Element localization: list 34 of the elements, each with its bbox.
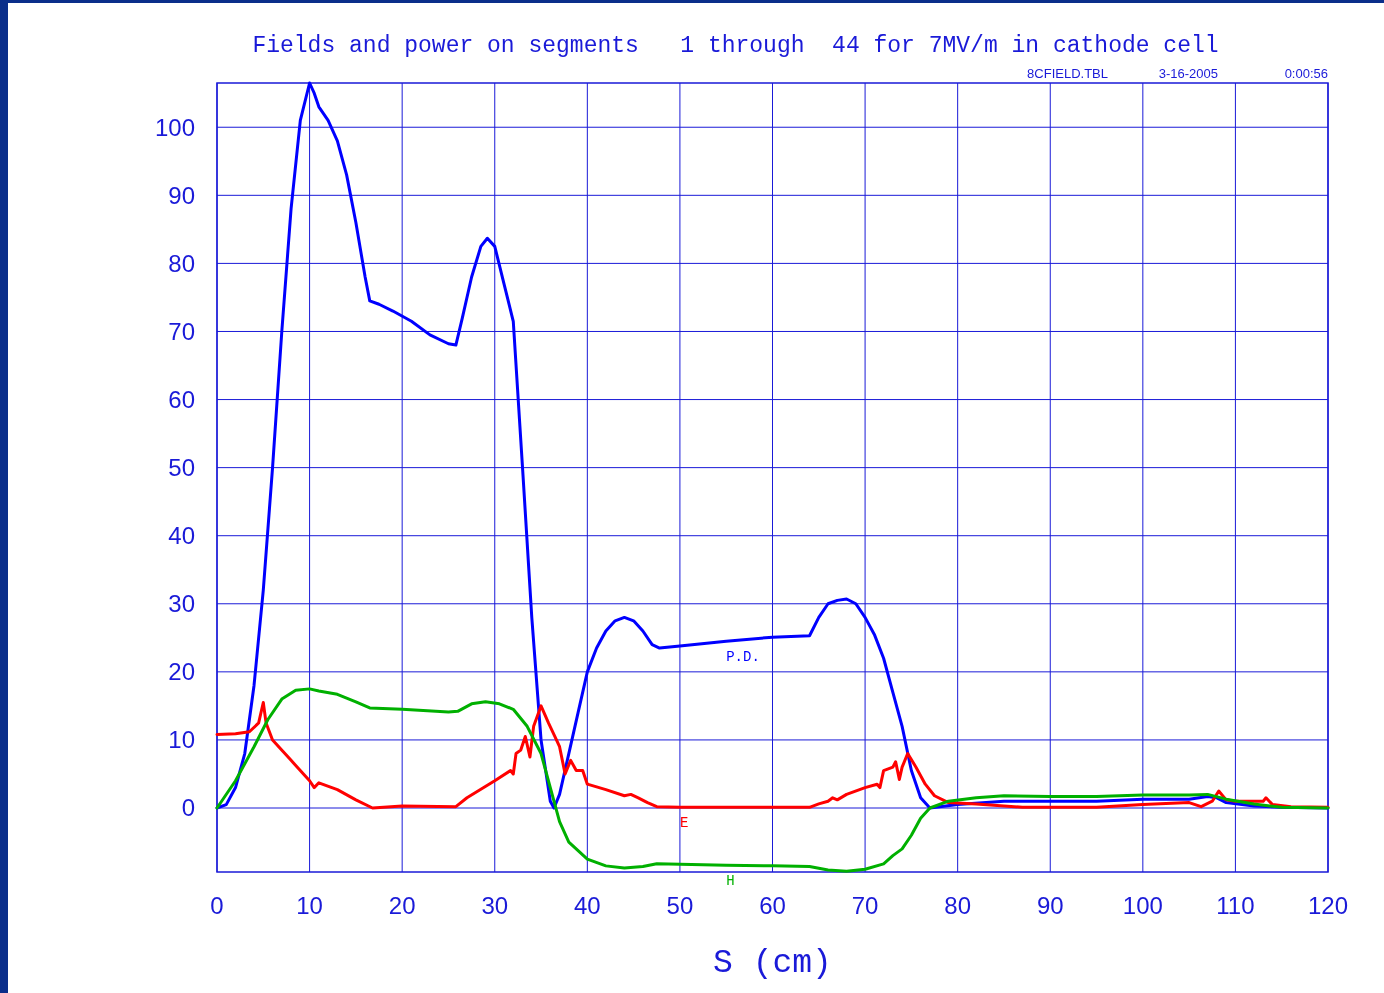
x-tick-label: 100 <box>1122 892 1163 919</box>
y-tick-label: 20 <box>168 658 195 686</box>
text: 0:00:56 <box>1284 66 1328 81</box>
x-tick-label: 80 <box>944 892 972 919</box>
x-tick-label: 120 <box>1307 892 1349 919</box>
x-tick-label: 0 <box>210 892 224 919</box>
y-tick-label: 100 <box>154 113 195 141</box>
x-tick-label: 110 <box>1216 892 1255 919</box>
y-tick-label: 60 <box>168 385 195 413</box>
x-tick-label: 60 <box>759 892 786 919</box>
x-tick-label: 40 <box>573 892 601 919</box>
y-tick-label: 80 <box>168 249 195 277</box>
y-tick-label: 70 <box>168 317 195 345</box>
y-tick-label: 50 <box>168 454 195 482</box>
x-tick-label: 30 <box>481 892 509 919</box>
x-tick-label: 90 <box>1036 892 1064 919</box>
x-tick-label: 50 <box>666 892 694 919</box>
line-series <box>215 687 1330 873</box>
series-label: P.D. <box>726 649 760 666</box>
y-tick-label: 40 <box>168 522 195 550</box>
y-tick-label: 10 <box>168 726 195 754</box>
x-axis-title: S (cm) <box>713 945 832 982</box>
chart-title: Fields and power on segments 1 through 44 for 7MV/m in cathode cell <box>252 33 1219 59</box>
series-label: E <box>679 815 689 832</box>
text: 3-16-2005 <box>1158 66 1218 81</box>
x-tick-label: 70 <box>851 892 879 919</box>
line-series <box>215 700 1330 810</box>
y-tick-label: 0 <box>181 794 195 822</box>
text: 8CFIELD.TBL <box>1027 66 1108 81</box>
series-label: H <box>726 873 735 890</box>
x-tick-label: 10 <box>296 892 323 919</box>
y-tick-label: 90 <box>168 181 195 209</box>
x-tick-label: 20 <box>388 892 416 919</box>
y-tick-label: 30 <box>168 590 195 618</box>
